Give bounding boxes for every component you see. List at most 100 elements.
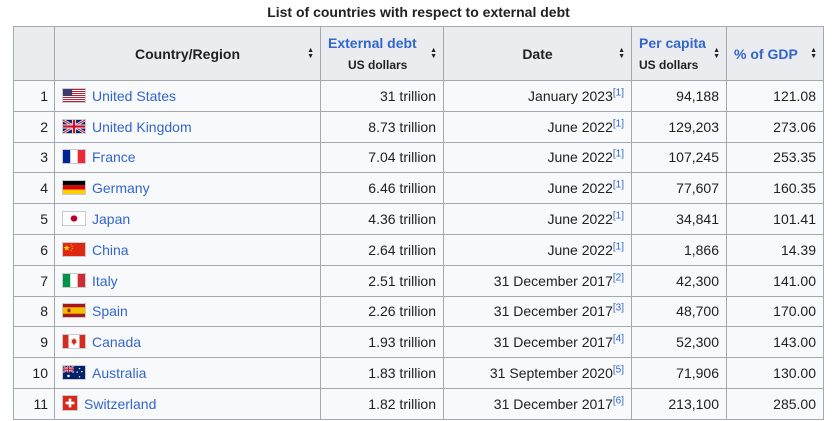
country-cell: Canada <box>54 326 321 359</box>
gdp-column-header[interactable]: % of GDP <box>726 26 824 81</box>
sort-icon[interactable] <box>713 48 720 60</box>
gdp-cell: 141.00 <box>726 264 824 297</box>
flag-es-icon <box>62 303 86 319</box>
reference-link[interactable]: [2] <box>612 272 624 284</box>
per-capita-column-header[interactable]: Per capita US dollars <box>631 26 727 81</box>
table-row: 7 Italy 2.51 trillion 31 December 2017[2… <box>13 264 824 297</box>
country-link[interactable]: Germany <box>92 180 150 197</box>
row-number: 11 <box>13 387 55 420</box>
per-capita-cell: 77,607 <box>631 172 727 205</box>
reference-link[interactable]: [1] <box>612 87 624 99</box>
sort-icon[interactable] <box>618 48 625 60</box>
table-row: 3 France 7.04 trillion June 2022[1] 107,… <box>13 141 824 174</box>
country-link[interactable]: France <box>92 149 136 166</box>
external-debt-table: Country/Region External debt US dollars … <box>13 26 824 420</box>
flag-ca-icon <box>62 334 86 350</box>
reference-link[interactable]: [1] <box>612 241 624 253</box>
country-cell: Germany <box>54 172 321 205</box>
flag-cn-icon <box>62 241 86 257</box>
country-cell: Spain <box>54 295 321 328</box>
debt-unit-label: US dollars <box>348 58 408 72</box>
table-row: 4 Germany 6.46 trillion June 2022[1] 77,… <box>13 172 824 205</box>
country-link[interactable]: United States <box>92 87 177 104</box>
sort-icon[interactable] <box>430 48 437 60</box>
table-row: 2 United Kingdom 8.73 trillion June 2022… <box>13 110 824 143</box>
table-row: 8 Spain 2.26 trillion 31 December 2017[3… <box>13 295 824 328</box>
gdp-cell: 273.06 <box>726 110 824 143</box>
row-number: 6 <box>13 233 55 266</box>
gdp-cell: 121.08 <box>726 80 824 112</box>
debt-cell: 7.04 trillion <box>320 141 444 174</box>
reference-link[interactable]: [1] <box>612 210 624 222</box>
row-number: 5 <box>13 203 55 235</box>
country-cell: China <box>54 233 321 266</box>
flag-it-icon <box>62 272 86 288</box>
row-number: 1 <box>13 80 55 112</box>
per-capita-cell: 213,100 <box>631 387 727 420</box>
date-cell: 31 December 2017[3] <box>443 295 632 328</box>
debt-cell: 2.51 trillion <box>320 264 444 297</box>
date-header-label: Date <box>522 45 553 62</box>
date-cell: 31 December 2017[2] <box>443 264 632 297</box>
per-capita-cell: 1,866 <box>631 233 727 266</box>
flag-ch-icon <box>62 395 78 412</box>
debt-cell: 1.82 trillion <box>320 387 444 420</box>
gdp-header-link[interactable]: % of GDP <box>734 45 798 62</box>
country-link[interactable]: China <box>92 241 129 258</box>
reference-link[interactable]: [4] <box>612 333 624 345</box>
country-cell: Japan <box>54 203 321 235</box>
debt-column-header[interactable]: External debt US dollars <box>320 26 444 81</box>
reference-link[interactable]: [3] <box>612 302 624 314</box>
date-column-header[interactable]: Date <box>443 26 632 81</box>
debt-cell: 1.83 trillion <box>320 357 444 389</box>
reference-link[interactable]: [1] <box>612 118 624 130</box>
country-cell: United Kingdom <box>54 110 321 143</box>
reference-link[interactable]: [6] <box>612 395 624 407</box>
per-capita-cell: 52,300 <box>631 326 727 359</box>
sort-icon[interactable] <box>810 48 817 60</box>
flag-us-icon <box>62 87 86 103</box>
table-row: 9 Canada 1.93 trillion 31 December 2017[… <box>13 326 824 359</box>
reference-link[interactable]: [5] <box>612 364 624 376</box>
per-capita-header-link[interactable]: Per capita <box>639 35 706 51</box>
table-header-row: Country/Region External debt US dollars … <box>13 26 824 81</box>
sort-icon[interactable] <box>307 48 314 60</box>
debt-cell: 1.93 trillion <box>320 326 444 359</box>
gdp-cell: 143.00 <box>726 326 824 359</box>
country-column-header[interactable]: Country/Region <box>54 26 321 81</box>
country-link[interactable]: Japan <box>92 211 131 228</box>
reference-link[interactable]: [1] <box>612 148 624 160</box>
per-capita-cell: 71,906 <box>631 357 727 389</box>
row-number: 2 <box>13 110 55 143</box>
country-link[interactable]: Spain <box>92 303 128 320</box>
country-header-label: Country/Region <box>135 45 240 62</box>
table-row: 11 Switzerland 1.82 trillion 31 December… <box>13 387 824 420</box>
date-cell: 31 September 2020[5] <box>443 357 632 389</box>
debt-cell: 2.64 trillion <box>320 233 444 266</box>
flag-jp-icon <box>62 211 86 227</box>
country-link[interactable]: Italy <box>92 272 118 289</box>
country-link[interactable]: Australia <box>92 365 147 382</box>
row-number: 3 <box>13 141 55 174</box>
per-capita-cell: 129,203 <box>631 110 727 143</box>
date-cell: 31 December 2017[6] <box>443 387 632 420</box>
gdp-cell: 101.41 <box>726 203 824 235</box>
country-cell: Switzerland <box>54 387 321 420</box>
table-row: 1 United States 31 trillion January 2023… <box>13 80 824 112</box>
country-link[interactable]: Switzerland <box>84 396 157 413</box>
date-cell: June 2022[1] <box>443 110 632 143</box>
reference-link[interactable]: [1] <box>612 179 624 191</box>
country-cell: United States <box>54 80 321 112</box>
row-number: 10 <box>13 357 55 389</box>
per-capita-cell: 34,841 <box>631 203 727 235</box>
date-cell: 31 December 2017[4] <box>443 326 632 359</box>
per-capita-cell: 107,245 <box>631 141 727 174</box>
debt-header-link[interactable]: External debt <box>328 35 417 51</box>
gdp-cell: 170.00 <box>726 295 824 328</box>
flag-au-icon <box>62 365 86 381</box>
country-link[interactable]: United Kingdom <box>92 118 192 135</box>
per-capita-cell: 42,300 <box>631 264 727 297</box>
country-link[interactable]: Canada <box>92 334 142 351</box>
date-cell: June 2022[1] <box>443 233 632 266</box>
row-number: 9 <box>13 326 55 359</box>
